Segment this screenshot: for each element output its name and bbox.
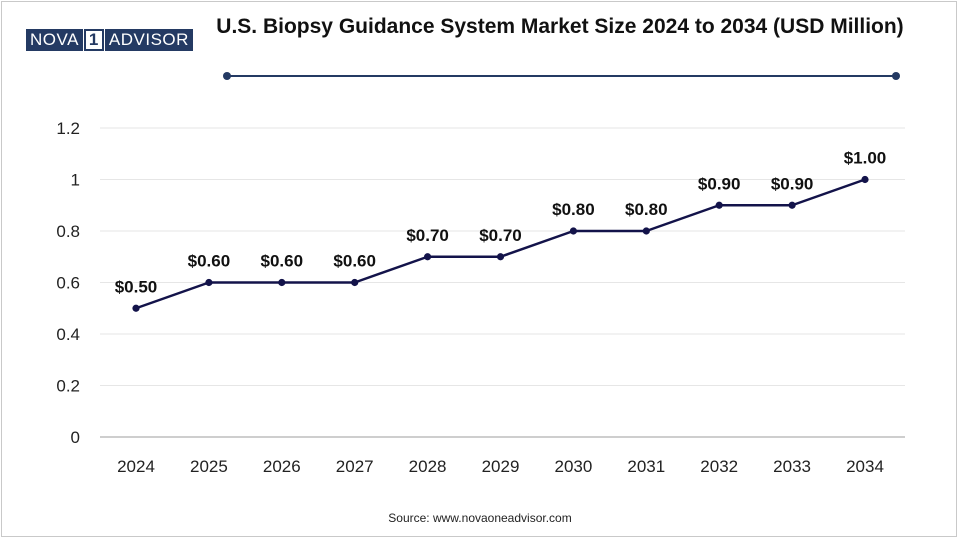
x-tick-label: 2033 [773, 457, 811, 476]
label-layer: $0.50 $0.60 $0.60 $0.60 $0.70 $0.70 $0.80 $0.80… [115, 149, 887, 297]
x-tick-label: 2024 [117, 457, 155, 476]
y-tick-label: 1.2 [56, 119, 80, 138]
y-tick-label: 0.4 [56, 325, 80, 344]
data-label: $0.70 [406, 226, 449, 245]
source-note: Source: www.novaoneadvisor.com [388, 511, 572, 525]
data-point [569, 227, 578, 235]
y-tick-label: 0 [71, 428, 80, 447]
data-point [132, 304, 140, 312]
data-label: $0.60 [333, 252, 376, 271]
x-tick-label: 2032 [700, 457, 738, 476]
data-point [205, 278, 213, 287]
data-label: $1.00 [844, 149, 887, 168]
brand-logo: NOVA 1 ADVISOR [26, 29, 193, 51]
data-point [351, 278, 359, 287]
x-tick-label: 2030 [554, 457, 592, 476]
data-point [642, 227, 650, 235]
data-point [715, 201, 723, 209]
data-label: $0.80 [625, 200, 668, 219]
x-tick-label: 2034 [846, 457, 884, 476]
brand-logo-right: ADVISOR [104, 29, 193, 51]
title-rule-end-dot [892, 72, 900, 80]
data-point [278, 278, 286, 287]
x-tick-label: 2027 [336, 457, 374, 476]
chart-title: U.S. Biopsy Guidance System Market Size … [216, 15, 904, 38]
y-tick-label: 0.2 [56, 377, 80, 396]
title-rule-start-dot [223, 72, 231, 80]
data-label: $0.90 [698, 174, 741, 193]
data-point [861, 175, 869, 184]
axis-layer: 0 0.2 0.4 0.6 0.8 1 1.2 2024 2025 2026 2027 2028 202… [56, 119, 905, 476]
data-label: $0.50 [115, 277, 158, 296]
brand-logo-mid: 1 [83, 29, 104, 51]
x-tick-label: 2025 [190, 457, 228, 476]
y-tick-label: 0.8 [56, 222, 80, 241]
data-label: $0.70 [479, 226, 522, 245]
x-tick-label: 2029 [482, 457, 520, 476]
data-label: $0.80 [552, 200, 595, 219]
x-tick-label: 2031 [627, 457, 665, 476]
data-point [788, 201, 796, 209]
data-label: $0.60 [261, 252, 304, 271]
y-tick-label: 0.6 [56, 274, 80, 293]
y-tick-label: 1 [71, 171, 80, 190]
series-layer [132, 175, 869, 312]
data-label: $0.90 [771, 174, 814, 193]
brand-logo-left: NOVA [26, 29, 83, 51]
x-tick-label: 2026 [263, 457, 301, 476]
data-point [424, 253, 432, 261]
data-label: $0.60 [188, 252, 231, 271]
data-point [496, 253, 505, 261]
x-tick-label: 2028 [409, 457, 447, 476]
